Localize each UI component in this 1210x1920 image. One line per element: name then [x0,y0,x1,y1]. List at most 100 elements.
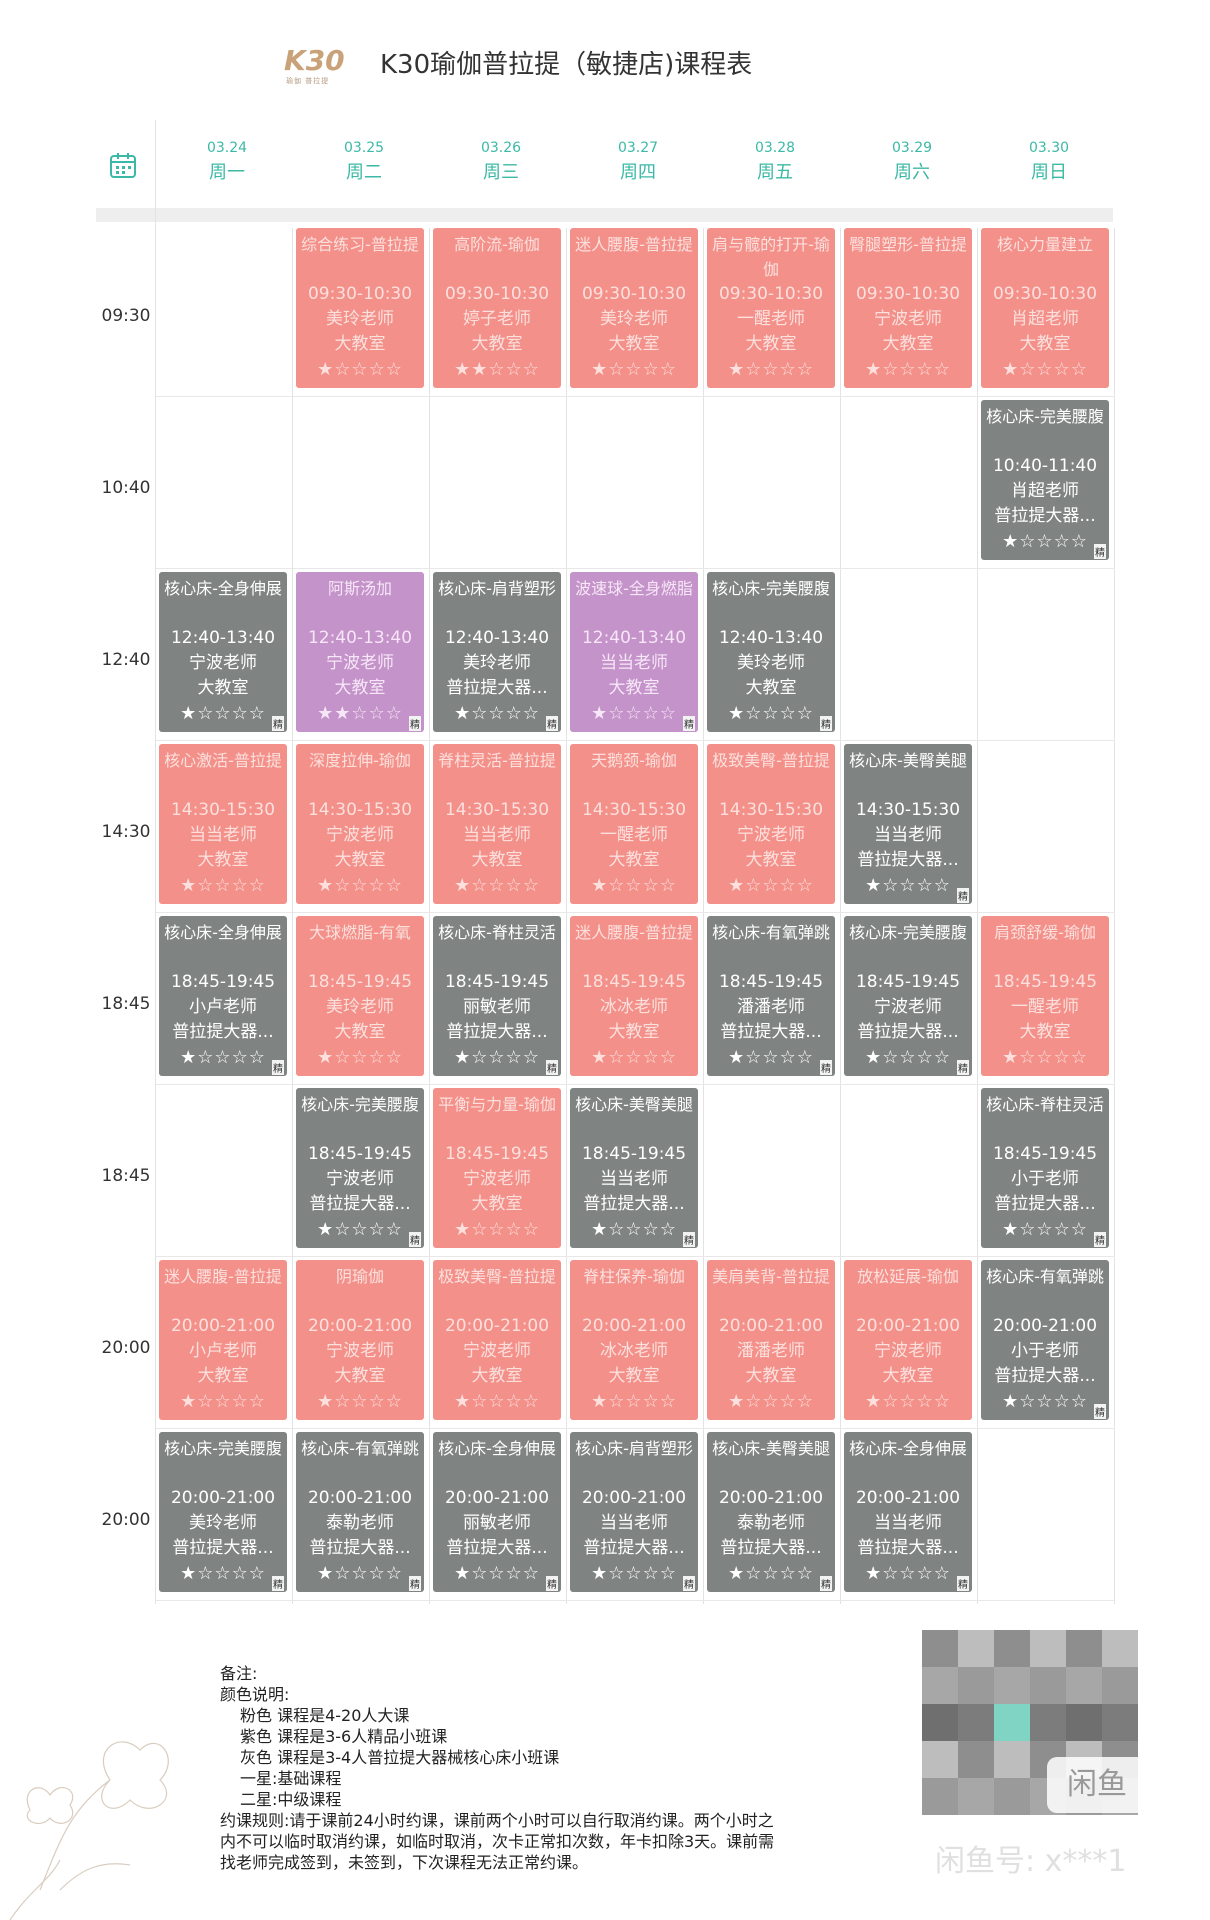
course-teacher: 婷子老师 [463,309,531,329]
premium-tag: 精 [820,1060,832,1075]
star-rating: ★☆☆☆☆ [180,703,266,724]
course-name: 臀腿塑形-普拉提 [849,235,967,254]
course-room: 大教室 [197,678,249,698]
course-name: 放松延展-瑜伽 [857,1267,959,1286]
course-teacher: 潘潘老师 [737,1341,805,1361]
course-card[interactable]: 核心床-全身伸展 20:00-21:00 当当老师 普拉提大器... ★☆☆☆☆ 精 [844,1432,972,1592]
course-card[interactable]: 脊柱保养-瑜伽 20:00-21:00 冰冰老师 大教室 ★☆☆☆☆ [570,1260,698,1420]
mosaic-pixel [958,1778,994,1815]
day-date: 03.30 [1028,140,1070,156]
course-card[interactable]: 核心床-全身伸展 12:40-13:40 宁波老师 大教室 ★☆☆☆☆ 精 [159,572,287,732]
course-card[interactable]: 美肩美背-普拉提 20:00-21:00 潘潘老师 大教室 ★☆☆☆☆ [707,1260,835,1420]
grid-row-line [156,568,1115,569]
course-room: 大教室 [608,850,660,870]
day-header[interactable]: 03.28 周五 [725,140,825,184]
course-card[interactable]: 核心床-美臀美腿 18:45-19:45 当当老师 普拉提大器... ★☆☆☆☆ 精 [570,1088,698,1248]
course-card[interactable]: 核心床-肩背塑形 20:00-21:00 当当老师 普拉提大器... ★☆☆☆☆ 精 [570,1432,698,1592]
course-card[interactable]: 核心床-脊柱灵活 18:45-19:45 小于老师 普拉提大器... ★☆☆☆☆ 精 [981,1088,1109,1248]
course-card[interactable]: 平衡与力量-瑜伽 18:45-19:45 宁波老师 大教室 ★☆☆☆☆ [433,1088,561,1248]
course-card[interactable]: 核心力量建立 09:30-10:30 肖超老师 大教室 ★☆☆☆☆ [981,228,1109,388]
course-card[interactable]: 核心床-完美腰腹 18:45-19:45 宁波老师 普拉提大器... ★☆☆☆☆ 精 [296,1088,424,1248]
course-teacher: 一醒老师 [1011,997,1079,1017]
course-card[interactable]: 脊柱灵活-普拉提 14:30-15:30 当当老师 大教室 ★☆☆☆☆ [433,744,561,904]
course-time: 18:45-19:45 [992,972,1098,992]
course-card[interactable]: 阴瑜伽 20:00-21:00 宁波老师 大教室 ★☆☆☆☆ [296,1260,424,1420]
course-card[interactable]: 深度拉伸-瑜伽 14:30-15:30 宁波老师 大教室 ★☆☆☆☆ [296,744,424,904]
mosaic-pixel [1066,1667,1102,1704]
day-header[interactable]: 03.29 周六 [862,140,962,184]
course-room: 大教室 [334,1366,386,1386]
course-card[interactable]: 核心床-完美腰腹 20:00-21:00 美玲老师 普拉提大器... ★☆☆☆☆ 精 [159,1432,287,1592]
course-card[interactable]: 核心床-美臀美腿 14:30-15:30 当当老师 普拉提大器... ★☆☆☆☆ 精 [844,744,972,904]
course-name: 极致美臀-普拉提 [438,1267,556,1286]
course-card[interactable]: 高阶流-瑜伽 09:30-10:30 婷子老师 大教室 ★★☆☆☆ [433,228,561,388]
grid-column-line [977,228,978,1604]
course-time: 18:45-19:45 [581,972,687,992]
brand-logo-subtitle: 瑜伽 普拉提 [286,77,330,85]
course-card[interactable]: 核心床-全身伸展 20:00-21:00 丽敏老师 普拉提大器... ★☆☆☆☆ 精 [433,1432,561,1592]
course-name: 核心床-完美腰腹 [712,579,830,598]
course-card[interactable]: 核心床-美臀美腿 20:00-21:00 泰勒老师 普拉提大器... ★☆☆☆☆ 精 [707,1432,835,1592]
premium-tag: 精 [957,888,969,903]
day-header[interactable]: 03.27 周四 [588,140,688,184]
star-rating: ★☆☆☆☆ [1002,1391,1088,1412]
premium-tag: 精 [272,716,284,731]
star-rating: ★☆☆☆☆ [454,1219,540,1240]
day-header[interactable]: 03.30 周日 [999,140,1099,184]
course-card[interactable]: 核心床-肩背塑形 12:40-13:40 美玲老师 普拉提大器... ★☆☆☆☆ 精 [433,572,561,732]
course-card[interactable]: 极致美臀-普拉提 20:00-21:00 宁波老师 大教室 ★☆☆☆☆ [433,1260,561,1420]
course-time: 20:00-21:00 [581,1316,687,1336]
course-card[interactable]: 核心床-完美腰腹 12:40-13:40 美玲老师 大教室 ★☆☆☆☆ 精 [707,572,835,732]
day-header[interactable]: 03.26 周三 [451,140,551,184]
mosaic-pixel [958,1667,994,1704]
calendar-icon[interactable] [108,150,138,180]
course-card[interactable]: 肩颈舒缓-瑜伽 18:45-19:45 一醒老师 大教室 ★☆☆☆☆ [981,916,1109,1076]
course-card[interactable]: 核心床-有氧弹跳 20:00-21:00 泰勒老师 普拉提大器... ★☆☆☆☆ 精 [296,1432,424,1592]
course-name: 核心床-全身伸展 [849,1439,967,1458]
course-time: 18:45-19:45 [581,1144,687,1164]
day-date: 03.26 [480,140,522,156]
course-card[interactable]: 波速球-全身燃脂 12:40-13:40 当当老师 大教室 ★☆☆☆☆ 精 [570,572,698,732]
mosaic-pixel [994,1778,1030,1815]
premium-tag: 精 [820,716,832,731]
day-header[interactable]: 03.24 周一 [177,140,277,184]
course-card[interactable]: 综合练习-普拉提 09:30-10:30 美玲老师 大教室 ★☆☆☆☆ [296,228,424,388]
course-room: 普拉提大器... [446,1538,548,1558]
course-name: 阴瑜伽 [335,1267,384,1286]
course-name: 核心床-美臀美腿 [575,1095,693,1114]
color-legend-gray: 灰色 课程是3-4人普拉提大器械核心床小班课 [240,1748,560,1767]
course-room: 普拉提大器... [446,678,548,698]
star-rating: ★☆☆☆☆ [865,359,951,380]
course-card[interactable]: 迷人腰腹-普拉提 18:45-19:45 冰冰老师 大教室 ★☆☆☆☆ [570,916,698,1076]
grid-row-line [156,1428,1115,1429]
course-card[interactable]: 核心床-脊柱灵活 18:45-19:45 丽敏老师 普拉提大器... ★☆☆☆☆ 精 [433,916,561,1076]
star-rating: ★☆☆☆☆ [591,1391,677,1412]
course-card[interactable]: 核心激活-普拉提 14:30-15:30 当当老师 大教室 ★☆☆☆☆ [159,744,287,904]
course-card[interactable]: 肩与髋的打开-瑜伽 09:30-10:30 一醒老师 大教室 ★☆☆☆☆ [707,228,835,388]
course-card[interactable]: 极致美臀-普拉提 14:30-15:30 宁波老师 大教室 ★☆☆☆☆ [707,744,835,904]
course-card[interactable]: 放松延展-瑜伽 20:00-21:00 宁波老师 大教室 ★☆☆☆☆ [844,1260,972,1420]
course-name: 极致美臀-普拉提 [712,751,830,770]
course-name: 深度拉伸-瑜伽 [309,751,411,770]
course-card[interactable]: 阿斯汤加 12:40-13:40 宁波老师 大教室 ★★☆☆☆ 精 [296,572,424,732]
course-card[interactable]: 核心床-有氧弹跳 18:45-19:45 潘潘老师 普拉提大器... ★☆☆☆☆ 精 [707,916,835,1076]
course-teacher: 宁波老师 [326,825,394,845]
course-card[interactable]: 核心床-全身伸展 18:45-19:45 小卢老师 普拉提大器... ★☆☆☆☆ 精 [159,916,287,1076]
course-card[interactable]: 核心床-完美腰腹 18:45-19:45 宁波老师 普拉提大器... ★☆☆☆☆ 精 [844,916,972,1076]
course-card[interactable]: 迷人腰腹-普拉提 20:00-21:00 小卢老师 大教室 ★☆☆☆☆ [159,1260,287,1420]
course-card[interactable]: 臀腿塑形-普拉提 09:30-10:30 宁波老师 大教室 ★☆☆☆☆ [844,228,972,388]
course-teacher: 肖超老师 [1011,309,1079,329]
star-rating: ★☆☆☆☆ [865,875,951,896]
star-rating: ★☆☆☆☆ [865,1563,951,1584]
course-time: 12:40-13:40 [444,628,550,648]
course-name: 高阶流-瑜伽 [454,235,540,254]
course-card[interactable]: 大球燃脂-有氧 18:45-19:45 美玲老师 大教室 ★☆☆☆☆ [296,916,424,1076]
course-card[interactable]: 核心床-完美腰腹 10:40-11:40 肖超老师 普拉提大器... ★☆☆☆☆ 精 [981,400,1109,560]
time-slot-label: 18:45 [101,1166,151,1186]
day-header[interactable]: 03.25 周二 [314,140,414,184]
course-time: 14:30-15:30 [170,800,276,820]
course-card[interactable]: 核心床-有氧弹跳 20:00-21:00 小于老师 普拉提大器... ★☆☆☆☆ 精 [981,1260,1109,1420]
course-card[interactable]: 迷人腰腹-普拉提 09:30-10:30 美玲老师 大教室 ★☆☆☆☆ [570,228,698,388]
course-teacher: 冰冰老师 [600,997,668,1017]
course-card[interactable]: 天鹅颈-瑜伽 14:30-15:30 一醒老师 大教室 ★☆☆☆☆ [570,744,698,904]
